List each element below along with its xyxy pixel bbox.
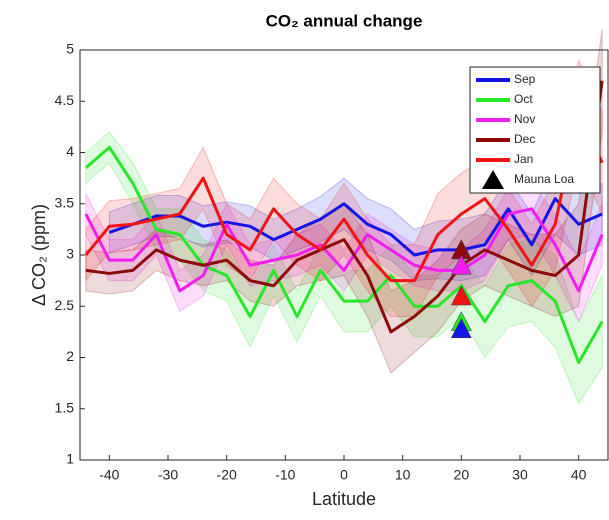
x-tick-label: -30	[158, 467, 178, 483]
x-tick-label: 0	[340, 467, 348, 483]
legend-label: Nov	[514, 112, 535, 126]
y-tick-label: 4	[66, 143, 74, 159]
line	[85, 80, 604, 334]
marker	[450, 285, 472, 306]
legend-label: Mauna Loa	[514, 172, 574, 186]
y-tick-label: 3	[66, 246, 74, 262]
x-tick-label: 40	[571, 467, 587, 483]
line	[84, 207, 604, 293]
x-tick-label: 20	[454, 467, 470, 483]
y-tick-label: 1	[66, 451, 74, 467]
error-band	[85, 29, 603, 374]
line	[108, 197, 603, 257]
legend-label: Dec	[514, 132, 535, 146]
line	[84, 145, 604, 365]
marker	[450, 318, 472, 339]
legend-label: Jan	[514, 152, 533, 166]
y-axis-label: Δ CO₂ (ppm)	[29, 204, 49, 306]
x-tick-label: -40	[99, 467, 119, 483]
x-axis-label: Latitude	[312, 489, 376, 509]
error-band	[85, 131, 603, 405]
x-tick-label: -20	[217, 467, 237, 483]
y-tick-label: 2.5	[55, 297, 75, 313]
legend-box	[469, 66, 601, 194]
y-tick-label: 3.5	[55, 194, 75, 210]
x-tick-label: -10	[275, 467, 295, 483]
y-tick-label: 4.5	[55, 92, 75, 108]
chart-title: CO₂ annual change	[266, 11, 423, 30]
legend-swatch	[482, 170, 504, 189]
y-tick-label: 5	[66, 41, 74, 57]
x-tick-label: 10	[395, 467, 411, 483]
line	[84, 110, 604, 283]
legend-label: Sep	[514, 72, 536, 86]
legend: Sep Oct Nov Dec Jan Mauna Loa	[469, 66, 601, 194]
y-tick-label: 2	[66, 348, 74, 364]
x-tick-label: 30	[512, 467, 528, 483]
legend-label: Oct	[514, 92, 533, 106]
y-tick-label: 1.5	[55, 399, 75, 415]
marker	[450, 254, 472, 275]
